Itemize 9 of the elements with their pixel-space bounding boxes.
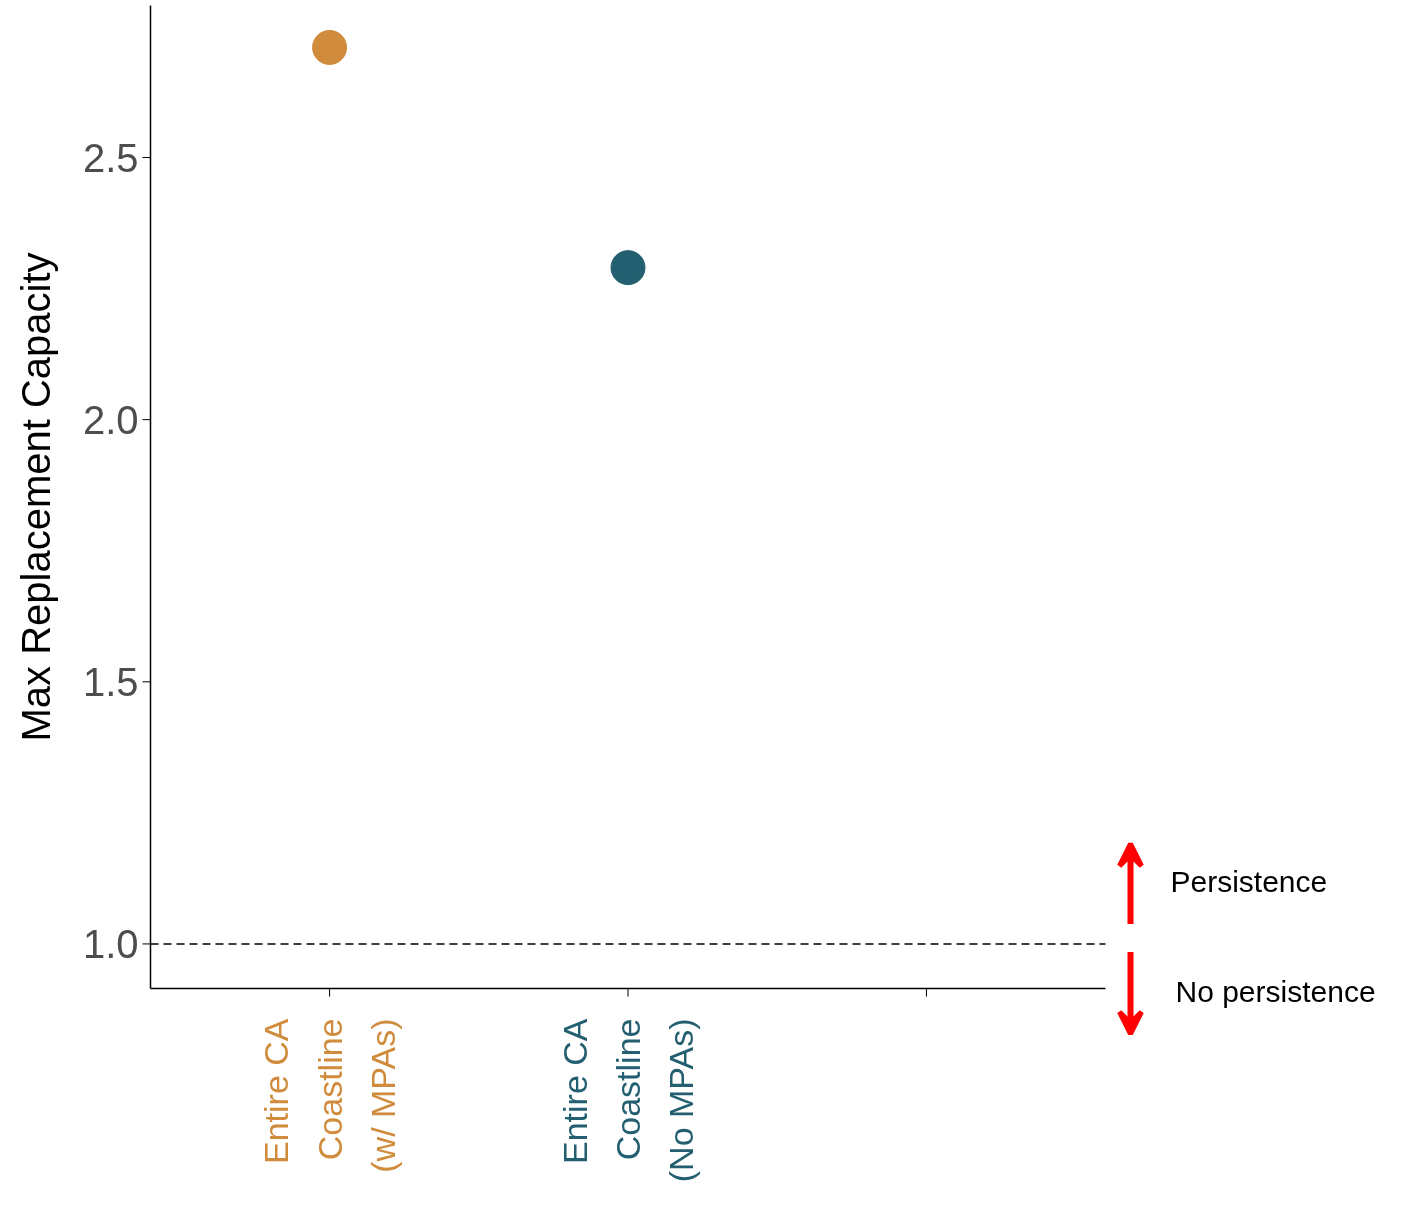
x-tick-label: Entire CA Coastline (No MPAs) — [555, 1018, 701, 1183]
text: Persistence — [1170, 865, 1328, 899]
y-tick-label: 1.5 — [82, 659, 139, 704]
y-axis-title: Max Replacement Capacity — [13, 252, 58, 742]
y-tick-label: 1.0 — [82, 921, 139, 966]
x-tick-label: Entire CA Coastline (w/ MPAs) — [257, 1018, 402, 1173]
text: No persistence — [1175, 975, 1376, 1009]
y-tick-label: 2.0 — [82, 397, 139, 442]
y-tick-label: 2.5 — [82, 135, 139, 180]
